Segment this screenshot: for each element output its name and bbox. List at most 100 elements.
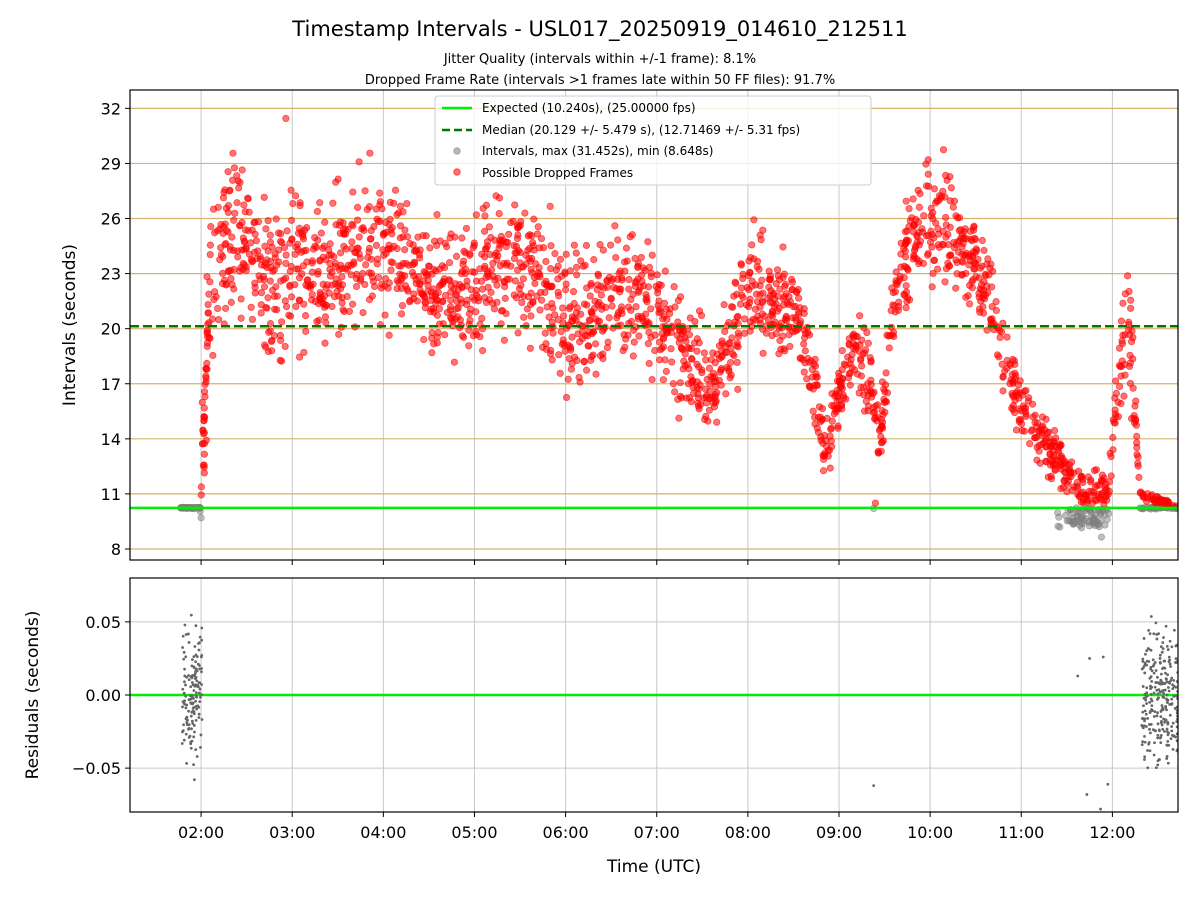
dropped-frame-point: [581, 261, 589, 269]
x-tick-label: 12:00: [1089, 823, 1135, 842]
dropped-frame-point: [381, 282, 389, 290]
dropped-frame-point: [652, 282, 660, 290]
residual-point: [194, 691, 198, 695]
residual-point: [1174, 694, 1178, 698]
residual-point: [1143, 755, 1147, 759]
dropped-frame-point: [334, 175, 342, 183]
dropped-frame-point: [715, 376, 723, 385]
dropped-frame-point: [200, 469, 208, 477]
dropped-frame-point: [667, 345, 675, 353]
dropped-frame-point: [950, 238, 958, 247]
dropped-frame-point: [735, 332, 743, 340]
dropped-frame-point: [221, 304, 230, 312]
residual-point: [1149, 665, 1153, 669]
dropped-frame-point: [690, 339, 699, 347]
dropped-frame-point: [828, 401, 836, 410]
residual-point: [181, 687, 185, 691]
dropped-frame-point: [826, 464, 834, 472]
dropped-frame-point: [319, 244, 327, 252]
residual-point: [1169, 665, 1172, 668]
dropped-frame-point: [1010, 393, 1018, 401]
dropped-frame-point: [988, 283, 996, 291]
dropped-frame-point: [840, 394, 848, 402]
dropped-frame-point: [645, 359, 653, 368]
dropped-frame-point: [282, 114, 290, 123]
dropped-frame-point: [365, 248, 373, 256]
residual-point: [1163, 720, 1167, 724]
dropped-frame-point: [632, 277, 640, 286]
dropped-frame-point: [373, 215, 381, 223]
dropped-frame-point: [562, 250, 570, 258]
residual-point: [1141, 725, 1145, 729]
dropped-frame-point: [518, 298, 526, 307]
dropped-frame-point: [1001, 367, 1009, 375]
dropped-frame-point: [462, 265, 470, 274]
dropped-frame-point: [405, 261, 413, 269]
dropped-frame-point: [288, 236, 296, 244]
dropped-frame-point: [570, 314, 579, 322]
dropped-frame-point: [1115, 361, 1124, 370]
dropped-frame-point: [676, 392, 685, 400]
dropped-frame-point: [904, 294, 912, 302]
dropped-frame-point: [287, 293, 296, 301]
dropped-frame-point: [266, 327, 274, 335]
dropped-frame-point: [634, 262, 642, 270]
dropped-frame-point: [806, 382, 814, 390]
residual-point: [1143, 758, 1146, 761]
dropped-frame-point: [261, 261, 269, 270]
residual-point: [1161, 727, 1165, 731]
dropped-frame-point: [1128, 327, 1136, 335]
dropped-frame-point: [507, 219, 515, 227]
dropped-frame-point: [1133, 443, 1141, 452]
dropped-frame-point: [487, 288, 495, 296]
dropped-frame-point: [927, 212, 935, 220]
interval-point: [1073, 518, 1082, 526]
dropped-frame-point: [286, 281, 294, 289]
residuals-y-ticks: 0.05 0.00 −0.05: [72, 613, 130, 778]
dropped-frame-point: [881, 381, 890, 389]
dropped-frame-point: [1022, 386, 1030, 395]
residual-point: [1154, 621, 1158, 625]
dropped-frame-point: [421, 298, 429, 306]
dropped-frame-point: [679, 327, 687, 335]
residual-point: [1152, 753, 1156, 757]
dropped-frame-point: [241, 226, 250, 234]
dropped-frame-point: [425, 262, 433, 270]
dropped-frame-point: [885, 344, 893, 352]
dropped-frame-point: [1127, 304, 1135, 312]
dropped-frame-point: [427, 288, 435, 296]
residual-point: [1145, 691, 1149, 695]
residual-point: [192, 735, 196, 739]
dropped-frame-point: [496, 236, 504, 245]
residual-point: [1167, 731, 1170, 735]
residual-point: [190, 664, 194, 668]
dropped-frame-point: [955, 227, 963, 235]
dropped-frame-point: [352, 248, 360, 257]
dropped-frame-point: [233, 199, 241, 207]
dropped-frame-point: [1012, 372, 1020, 380]
dropped-frame-point: [281, 297, 289, 305]
dropped-frame-point: [924, 182, 933, 190]
dropped-frame-point: [653, 271, 661, 279]
dropped-frame-point: [1068, 458, 1076, 466]
dropped-frame-point: [1016, 377, 1024, 385]
dropped-frame-point: [282, 303, 291, 311]
dropped-frame-point: [705, 364, 714, 372]
residual-point: [190, 719, 194, 723]
residual-point: [182, 691, 186, 695]
interval-point: [197, 514, 205, 522]
interval-point: [1094, 521, 1102, 529]
dropped-frame-point: [637, 253, 645, 262]
dropped-frame-point: [387, 244, 395, 253]
residual-point: [189, 675, 193, 679]
dropped-frame-point: [436, 281, 445, 289]
dropped-frame-point: [435, 305, 444, 313]
residual-point: [1167, 655, 1171, 659]
dropped-frame-point: [782, 314, 790, 322]
residual-point: [198, 691, 201, 695]
dropped-frame-point: [496, 262, 505, 270]
dropped-frame-point: [323, 301, 331, 310]
residual-point: [1151, 658, 1155, 662]
dropped-frame-point: [378, 205, 386, 213]
dropped-frame-point: [687, 398, 695, 406]
